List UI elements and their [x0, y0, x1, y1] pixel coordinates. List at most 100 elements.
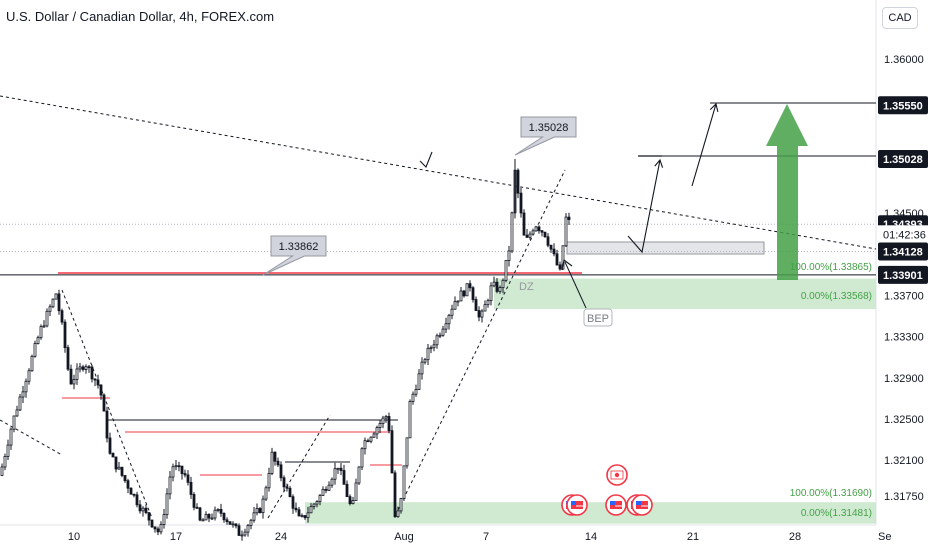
candle [345, 480, 349, 498]
candle-body [312, 503, 316, 507]
candle [18, 394, 22, 412]
candle-body [468, 283, 472, 289]
candle-body [90, 366, 94, 380]
candle-body [204, 513, 208, 521]
callout-high[interactable]: 1.35028 [514, 116, 577, 156]
price-tag-level-upper[interactable]: 1.34128 [878, 242, 928, 261]
candle-body [471, 287, 475, 300]
candle-body [213, 509, 217, 519]
candle [240, 530, 244, 541]
candle-body [414, 389, 418, 395]
event-canada[interactable] [606, 464, 628, 486]
bep-arrow-head[interactable] [561, 259, 573, 271]
candle-body [306, 512, 310, 519]
event-us-2[interactable] [566, 494, 588, 516]
candle-body [30, 355, 34, 372]
countdown-label: 01:42:36 [883, 229, 926, 241]
callout-high-box [514, 116, 577, 156]
candle-body [102, 394, 106, 412]
candle [291, 494, 295, 514]
candle [258, 507, 262, 514]
candle-body [390, 430, 394, 474]
candle [60, 308, 64, 325]
candle [141, 506, 145, 517]
projection-arrow-1[interactable] [627, 158, 664, 254]
candle [318, 494, 322, 506]
candle [30, 354, 34, 372]
candle-body [507, 250, 511, 261]
candle-body [219, 508, 223, 514]
candle [372, 431, 376, 438]
x-tick-label: 24 [275, 531, 287, 543]
candle [297, 507, 301, 517]
candle [534, 225, 538, 232]
fib-lower-top-label: 100.00%(1.31690) [790, 488, 872, 499]
candle-body [120, 466, 124, 476]
pointer-arrow[interactable] [419, 151, 433, 168]
y-tick-label: 1.33300 [884, 332, 924, 344]
candle-body [114, 456, 118, 470]
candle-body [363, 440, 367, 450]
candle-body [174, 465, 178, 468]
candle-body [33, 343, 37, 357]
x-tick-label: Aug [394, 531, 414, 543]
x-tick-label: 10 [68, 531, 80, 543]
candle [207, 513, 211, 523]
entry-box[interactable] [566, 241, 765, 255]
candle [117, 462, 121, 470]
callout-level[interactable]: 1.33862 [262, 235, 327, 276]
target-arrow[interactable] [766, 104, 808, 280]
candle-body [96, 379, 100, 386]
candle-body [426, 347, 430, 361]
candle-body [342, 470, 346, 485]
price-tag-countdown[interactable]: 01:42:36 [878, 225, 928, 244]
x-tick-label: Se [878, 531, 891, 543]
candle [438, 332, 442, 339]
candle-body [318, 494, 322, 503]
candle [366, 438, 370, 443]
candle [69, 364, 73, 385]
candle-body [297, 509, 301, 517]
candle-body [282, 477, 286, 488]
candle-body [132, 493, 136, 496]
event-us-5[interactable] [631, 494, 653, 516]
price-tag-level-lower[interactable]: 1.33901 [878, 265, 928, 284]
event-us-3[interactable] [605, 494, 627, 516]
candle [249, 518, 253, 530]
candle-body [192, 494, 196, 508]
candle-body [75, 368, 79, 380]
candle-body [441, 328, 445, 336]
candle [465, 283, 469, 297]
candle [492, 276, 496, 288]
candle [342, 464, 346, 485]
demand-zone-upper [494, 278, 876, 310]
candle [528, 231, 532, 240]
candle-body [357, 466, 361, 484]
descending-trendline[interactable] [0, 95, 877, 250]
currency-button[interactable]: CAD [882, 7, 918, 29]
candle-body [9, 428, 13, 446]
candle-body [69, 368, 73, 385]
price-tag-target-2[interactable]: 1.35550 [878, 96, 928, 115]
projection-arrow-2[interactable] [691, 102, 719, 187]
fib-upper-bottom-label: 0.00%(1.33568) [801, 291, 872, 302]
candle-body [252, 512, 256, 521]
candle-body [552, 248, 556, 255]
candle-body [444, 323, 448, 330]
candle-body [327, 484, 331, 491]
candle-body [258, 508, 262, 514]
us-flag-canton [636, 501, 641, 505]
candle-body [231, 523, 235, 526]
candle [537, 225, 541, 234]
candle-body [498, 287, 502, 292]
candle [423, 357, 427, 365]
candle [510, 211, 514, 254]
price-tag-target-1[interactable]: 1.35028 [878, 149, 928, 168]
candle-body [81, 366, 85, 370]
candle-body [93, 378, 97, 381]
candle [354, 478, 358, 501]
candle [375, 425, 379, 439]
candle [564, 213, 568, 247]
callout-level-label: 1.33862 [279, 241, 319, 253]
